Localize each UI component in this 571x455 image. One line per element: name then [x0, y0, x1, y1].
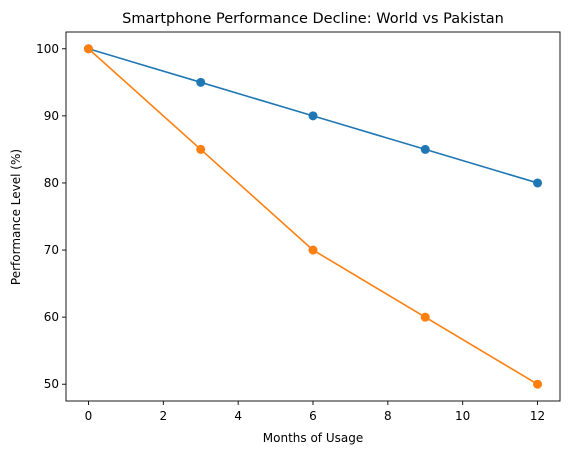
series-1-point-3: [420, 312, 430, 322]
x-tick-label-3: 6: [309, 409, 317, 423]
y-tick-label-4: 90: [44, 109, 59, 123]
series-1-point-1: [196, 144, 206, 154]
plot-area: 0 2 4 6 8 10 12 50 60 70 80 90 100: [36, 31, 561, 423]
series-0-point-2: [308, 111, 318, 121]
series-0-point-1: [196, 77, 206, 87]
series-0-point-4: [533, 178, 543, 188]
x-tick-label-2: 4: [234, 409, 242, 423]
series-1-line: [87, 48, 538, 385]
series-0-point-3: [420, 144, 430, 154]
y-tick-label-2: 70: [44, 243, 59, 257]
y-axis-label: Performance Level (%): [9, 149, 23, 285]
x-axis-label: Months of Usage: [263, 431, 363, 445]
chart-title: Smartphone Performance Decline: World vs…: [122, 11, 504, 27]
axes-frame: [65, 31, 561, 402]
y-tick-label-3: 80: [44, 176, 59, 190]
series-1-point-2: [308, 245, 318, 255]
y-tick-label-1: 60: [44, 310, 59, 324]
x-tick-label-4: 8: [384, 409, 392, 423]
x-tick-label-6: 12: [530, 409, 545, 423]
x-tick-label-0: 0: [85, 409, 93, 423]
x-tick-label-5: 10: [455, 409, 470, 423]
x-tick-label-1: 2: [159, 409, 167, 423]
y-tick-label-0: 50: [44, 377, 59, 391]
series-1-point-0: [83, 44, 93, 54]
series-1-point-4: [533, 379, 543, 389]
y-tick-label-5: 100: [36, 42, 59, 56]
